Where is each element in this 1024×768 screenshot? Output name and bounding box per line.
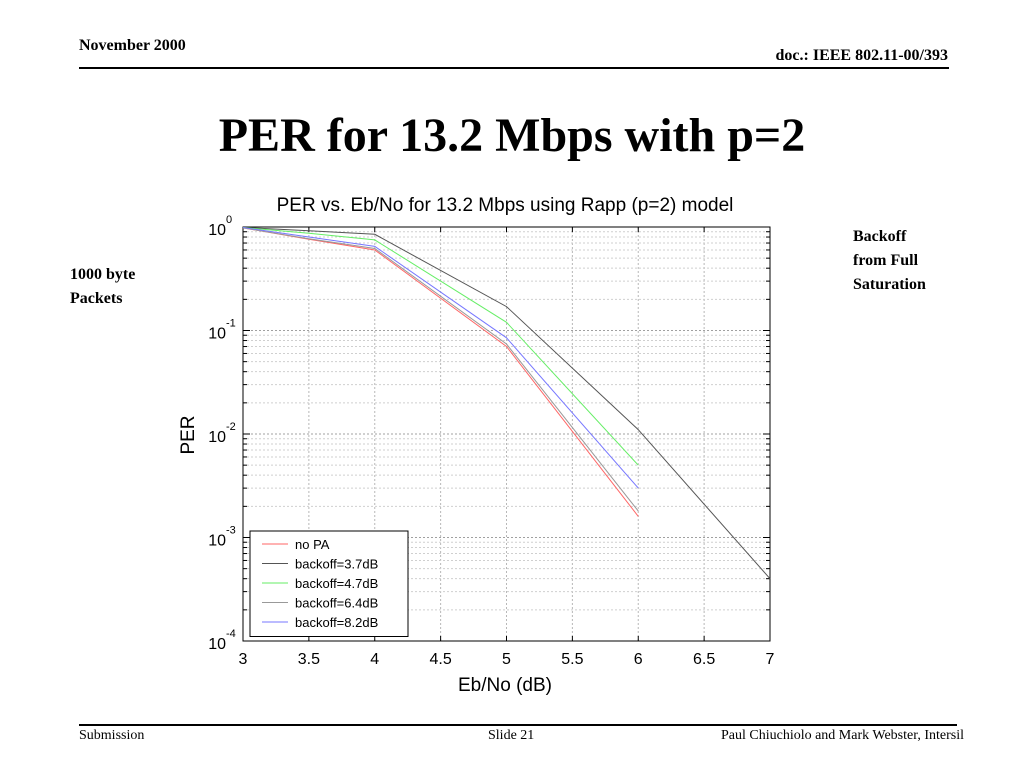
y-tick-label: 10-4	[208, 628, 236, 653]
header-rule	[79, 67, 949, 69]
y-tick-label: 10-1	[208, 318, 236, 343]
x-tick-label: 5	[502, 651, 511, 668]
y-tick-label-exponent: -4	[226, 628, 236, 640]
note-backoff-line1: Backoff	[853, 228, 907, 245]
legend-label: backoff=8.2dB	[295, 615, 378, 630]
y-tick-label-base: 10	[208, 429, 226, 446]
x-tick-label: 6.5	[693, 651, 715, 668]
footer-authors: Paul Chiuchiolo and Mark Webster, Inters…	[720, 728, 964, 743]
chart-legend: no PA backoff=3.7dB backoff=4.7dB backoff=6…	[249, 530, 409, 637]
legend-entry: backoff=8.2dB	[262, 615, 378, 630]
y-tick-label: 10-3	[208, 525, 236, 550]
chart-series	[242, 227, 771, 580]
legend-entry: backoff=6.4dB	[262, 596, 378, 611]
legend-label: backoff=6.4dB	[295, 596, 378, 611]
series-line	[242, 227, 771, 580]
x-tick-label: 5.5	[561, 651, 583, 668]
y-tick-label-exponent: -1	[226, 318, 236, 330]
note-packet-size-line1: 1000 byte	[70, 266, 136, 283]
y-tick-label-base: 10	[208, 636, 226, 653]
x-tick-label: 4	[370, 651, 379, 668]
y-tick-label-base: 10	[208, 222, 226, 239]
x-tick-label: 3	[239, 651, 248, 668]
y-tick-label-exponent: -2	[226, 421, 236, 433]
footer-rule	[79, 724, 957, 726]
note-backoff-line2: from Full	[853, 252, 919, 269]
slide-title: PER for 13.2 Mbps with p=2	[218, 109, 806, 162]
y-tick-label: 100	[208, 214, 232, 239]
header-doc-id: doc.: IEEE 802.11-00/393	[775, 47, 948, 64]
series-line	[242, 227, 639, 512]
y-tick-label-exponent: 0	[226, 214, 232, 226]
y-tick-label-exponent: -3	[226, 525, 236, 537]
legend-label: no PA	[295, 537, 330, 552]
note-packet-size-line2: Packets	[70, 290, 123, 307]
note-packet-size: 1000 byte Packets	[70, 263, 135, 311]
legend-label: backoff=4.7dB	[295, 576, 378, 591]
legend-entry: backoff=4.7dB	[262, 576, 378, 591]
series-line	[242, 227, 639, 489]
chart-title: PER vs. Eb/No for 13.2 Mbps using Rapp (…	[277, 195, 734, 216]
legend-entry: backoff=3.7dB	[262, 557, 378, 572]
x-tick-label: 4.5	[430, 651, 452, 668]
legend-entry: no PA	[262, 537, 330, 552]
x-axis-label: Eb/No (dB)	[458, 675, 552, 696]
x-tick-label: 7	[766, 651, 775, 668]
note-backoff-line3: Saturation	[853, 276, 926, 293]
footer-submission: Submission	[79, 728, 145, 743]
y-tick-label: 10-2	[208, 421, 236, 446]
legend-label: backoff=3.7dB	[295, 557, 378, 572]
x-tick-label: 6	[634, 651, 643, 668]
y-axis-label: PER	[178, 415, 199, 454]
legend-box	[249, 530, 409, 637]
series-line	[242, 227, 639, 466]
y-tick-label-base: 10	[208, 326, 226, 343]
header-date: November 2000	[79, 37, 186, 54]
x-tick-label: 3.5	[298, 651, 320, 668]
note-backoff: Backoff from Full Saturation	[853, 225, 926, 297]
footer-slide-number: Slide 21	[488, 728, 535, 743]
y-tick-label-base: 10	[208, 533, 226, 550]
